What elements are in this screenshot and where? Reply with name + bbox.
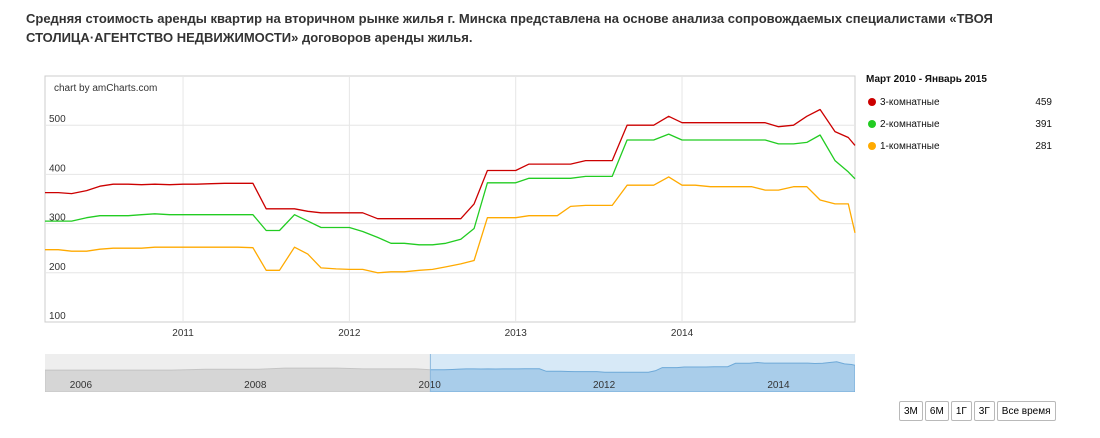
legend-item-3-room[interactable]: 3-комнатные 459: [866, 96, 1056, 118]
series-layer: [45, 108, 856, 274]
legend-value: 281: [1035, 141, 1052, 152]
y-axis: 100 200 300 400 500: [49, 114, 66, 322]
series-line-3[interactable]: [45, 176, 856, 274]
legend-value: 459: [1035, 97, 1052, 108]
period-3y-button[interactable]: 3Г: [973, 401, 995, 421]
legend-value: 391: [1035, 119, 1052, 130]
legend-label: 2-комнатные: [880, 119, 940, 130]
chart-credit: chart by amCharts.com: [54, 83, 157, 94]
legend-marker: [868, 120, 876, 128]
x-tick-label: 2014: [671, 328, 694, 339]
period-1y-button[interactable]: 1Г: [950, 401, 972, 421]
period-selector: 3М 6М 1Г 3Г Все время: [899, 401, 1056, 421]
legend-marker: [868, 98, 876, 106]
scroller-area-unselected: [45, 367, 431, 392]
y-tick-label: 400: [49, 163, 66, 174]
x-tick-label: 2011: [172, 328, 194, 339]
period-6m-button[interactable]: 6М: [924, 401, 949, 421]
period-3m-button[interactable]: 3М: [899, 401, 923, 421]
legend-title: Март 2010 - Январь 2015: [866, 74, 987, 85]
legend-label: 1-комнатные: [880, 141, 940, 152]
x-axis: 2011 2012 2013 2014: [172, 328, 693, 339]
plot-area: [44, 75, 856, 323]
legend-item-2-room[interactable]: 2-комнатные 391: [866, 118, 1056, 140]
legend-marker: [868, 142, 876, 150]
scroller-year-label: 2012: [593, 380, 616, 391]
scroller-year-label: 2008: [244, 380, 267, 391]
grid-layer: [45, 76, 855, 322]
x-tick-label: 2012: [338, 328, 361, 339]
legend-label: 3-комнатные: [880, 97, 940, 108]
y-tick-label: 100: [49, 311, 66, 322]
page-heading: Средняя стоимость аренды квартир на втор…: [26, 11, 993, 45]
y-tick-label: 200: [49, 262, 66, 273]
legend-item-1-room[interactable]: 1-комнатные 281: [866, 140, 1056, 162]
period-all-button[interactable]: Все время: [996, 401, 1056, 421]
series-line-1[interactable]: [45, 108, 856, 220]
y-tick-label: 300: [49, 213, 66, 224]
scroller-area-selected: [430, 361, 855, 392]
legend: Март 2010 - Январь 2015 3-комнатные 459 …: [866, 74, 1056, 162]
x-tick-label: 2013: [505, 328, 528, 339]
scroller-year-label: 2014: [767, 380, 790, 391]
series-line-2[interactable]: [45, 133, 856, 246]
scroller-year-label: 2006: [70, 380, 93, 391]
y-tick-label: 500: [49, 114, 66, 125]
scroller-layer[interactable]: 2006 2008 2010 2012 2014: [45, 354, 855, 392]
